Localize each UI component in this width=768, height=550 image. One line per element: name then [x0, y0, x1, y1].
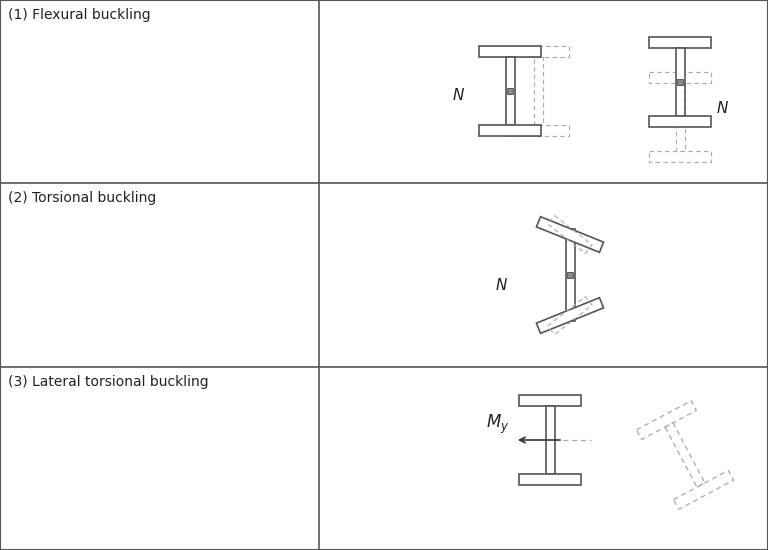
Polygon shape — [536, 298, 604, 333]
Bar — [505, 57, 515, 125]
Text: $N$: $N$ — [452, 87, 465, 103]
Bar — [565, 229, 574, 321]
Polygon shape — [536, 217, 604, 252]
Text: $N$: $N$ — [716, 100, 729, 116]
Text: (3) Lateral torsional buckling: (3) Lateral torsional buckling — [8, 375, 209, 389]
Bar — [676, 83, 684, 151]
Bar — [519, 395, 581, 406]
Text: (1) Flexural buckling: (1) Flexural buckling — [8, 8, 151, 22]
Bar — [534, 57, 542, 125]
Bar — [649, 72, 711, 83]
Bar — [649, 151, 711, 162]
Bar — [545, 406, 554, 474]
Bar — [649, 37, 711, 48]
Text: $M_y$: $M_y$ — [485, 413, 509, 436]
Bar — [507, 46, 569, 57]
Bar — [649, 116, 711, 127]
Text: (2) Torsional buckling: (2) Torsional buckling — [8, 191, 156, 205]
Bar — [479, 125, 541, 136]
Text: $N$: $N$ — [495, 277, 508, 293]
Bar — [519, 474, 581, 485]
Bar — [507, 125, 569, 136]
Bar — [479, 46, 541, 57]
Bar — [676, 48, 684, 116]
